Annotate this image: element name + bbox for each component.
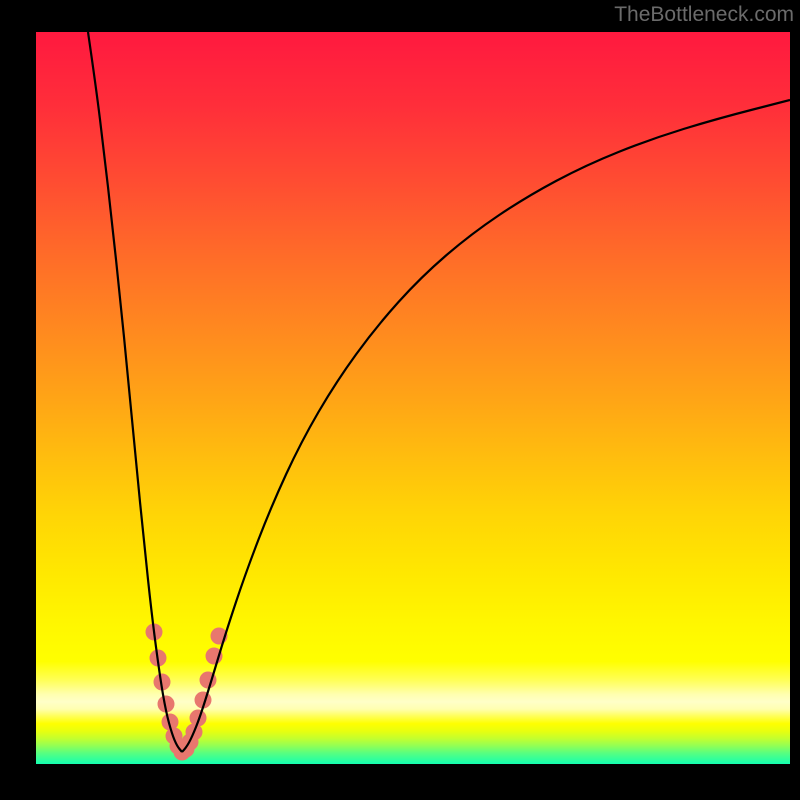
right-curve <box>182 100 790 752</box>
marker-dots <box>146 624 228 761</box>
curves-layer <box>36 32 790 764</box>
left-curve <box>88 32 182 752</box>
plot-area <box>36 32 790 764</box>
watermark-text: TheBottleneck.com <box>614 3 794 27</box>
chart-container: TheBottleneck.com <box>0 0 800 800</box>
